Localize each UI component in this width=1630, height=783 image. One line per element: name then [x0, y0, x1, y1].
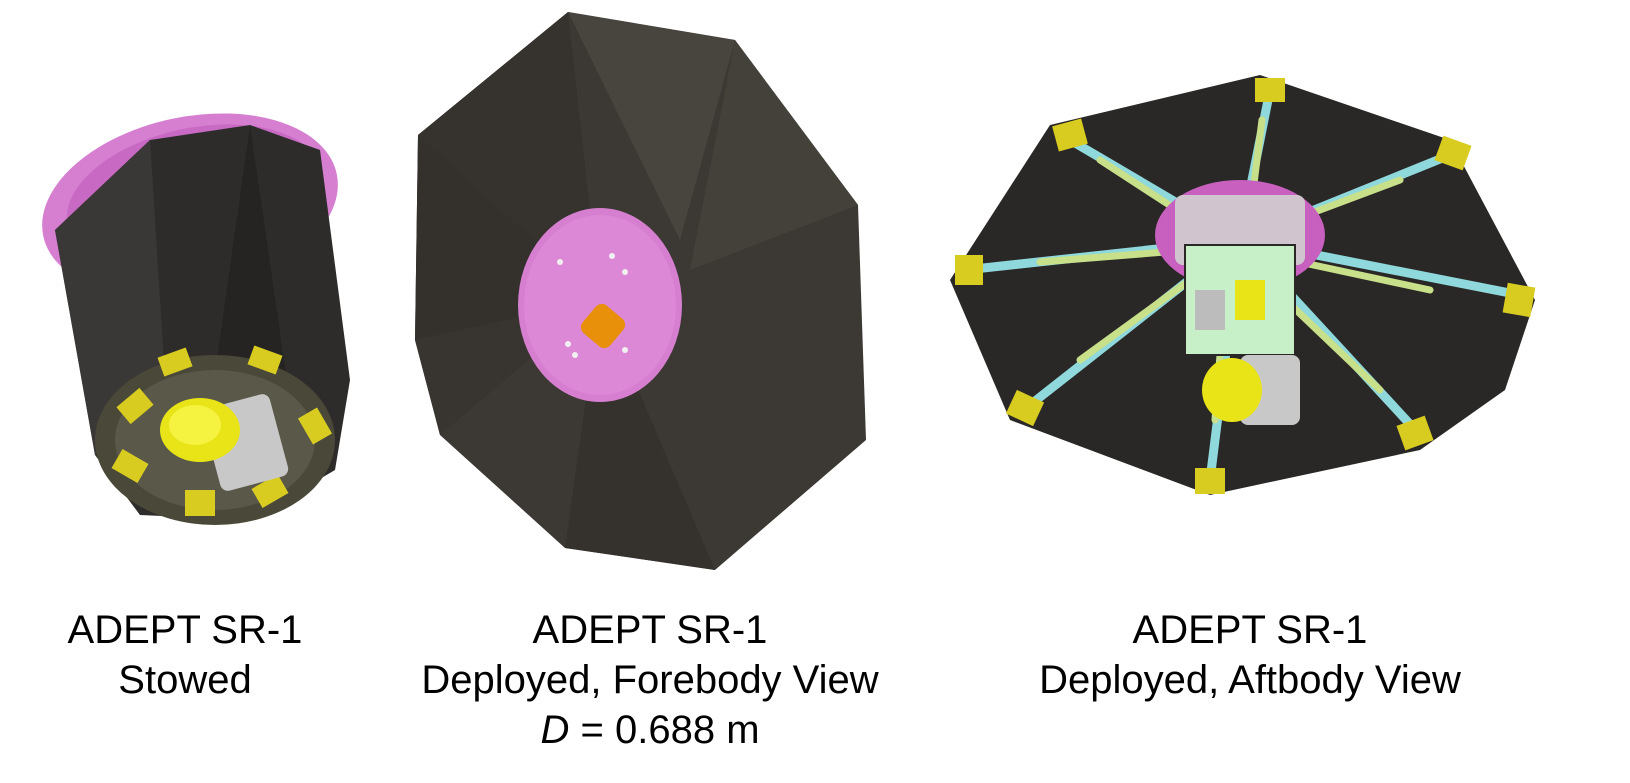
diameter-equals: = — [580, 708, 604, 752]
caption-aftbody-subtitle: Deployed, Aftbody View — [1039, 658, 1461, 702]
diameter-value: 0.688 m — [614, 708, 760, 752]
aftbody-vehicle-illustration — [950, 75, 1536, 495]
caption-stowed-subtitle: Stowed — [118, 658, 252, 702]
diameter-label: D = 0.688 m — [400, 705, 900, 755]
caption-aftbody-title: ADEPT SR-1 — [1132, 608, 1368, 652]
diameter-symbol: D — [540, 708, 570, 752]
stowed-vehicle-illustration — [42, 113, 350, 525]
caption-stowed-title: ADEPT SR-1 — [67, 608, 303, 652]
caption-forebody-subtitle: Deployed, Forebody View — [421, 658, 879, 702]
aftbody-rim-fittings — [955, 78, 1536, 494]
caption-forebody: ADEPT SR-1 Deployed, Forebody View D = 0… — [400, 605, 900, 755]
aftbody-payload — [1202, 358, 1262, 422]
forebody-vehicle-illustration — [415, 12, 866, 570]
caption-stowed: ADEPT SR-1 Stowed — [20, 605, 350, 705]
caption-aftbody: ADEPT SR-1 Deployed, Aftbody View — [1010, 605, 1490, 705]
forebody-center-fitting — [580, 303, 626, 349]
caption-forebody-title: ADEPT SR-1 — [532, 608, 768, 652]
